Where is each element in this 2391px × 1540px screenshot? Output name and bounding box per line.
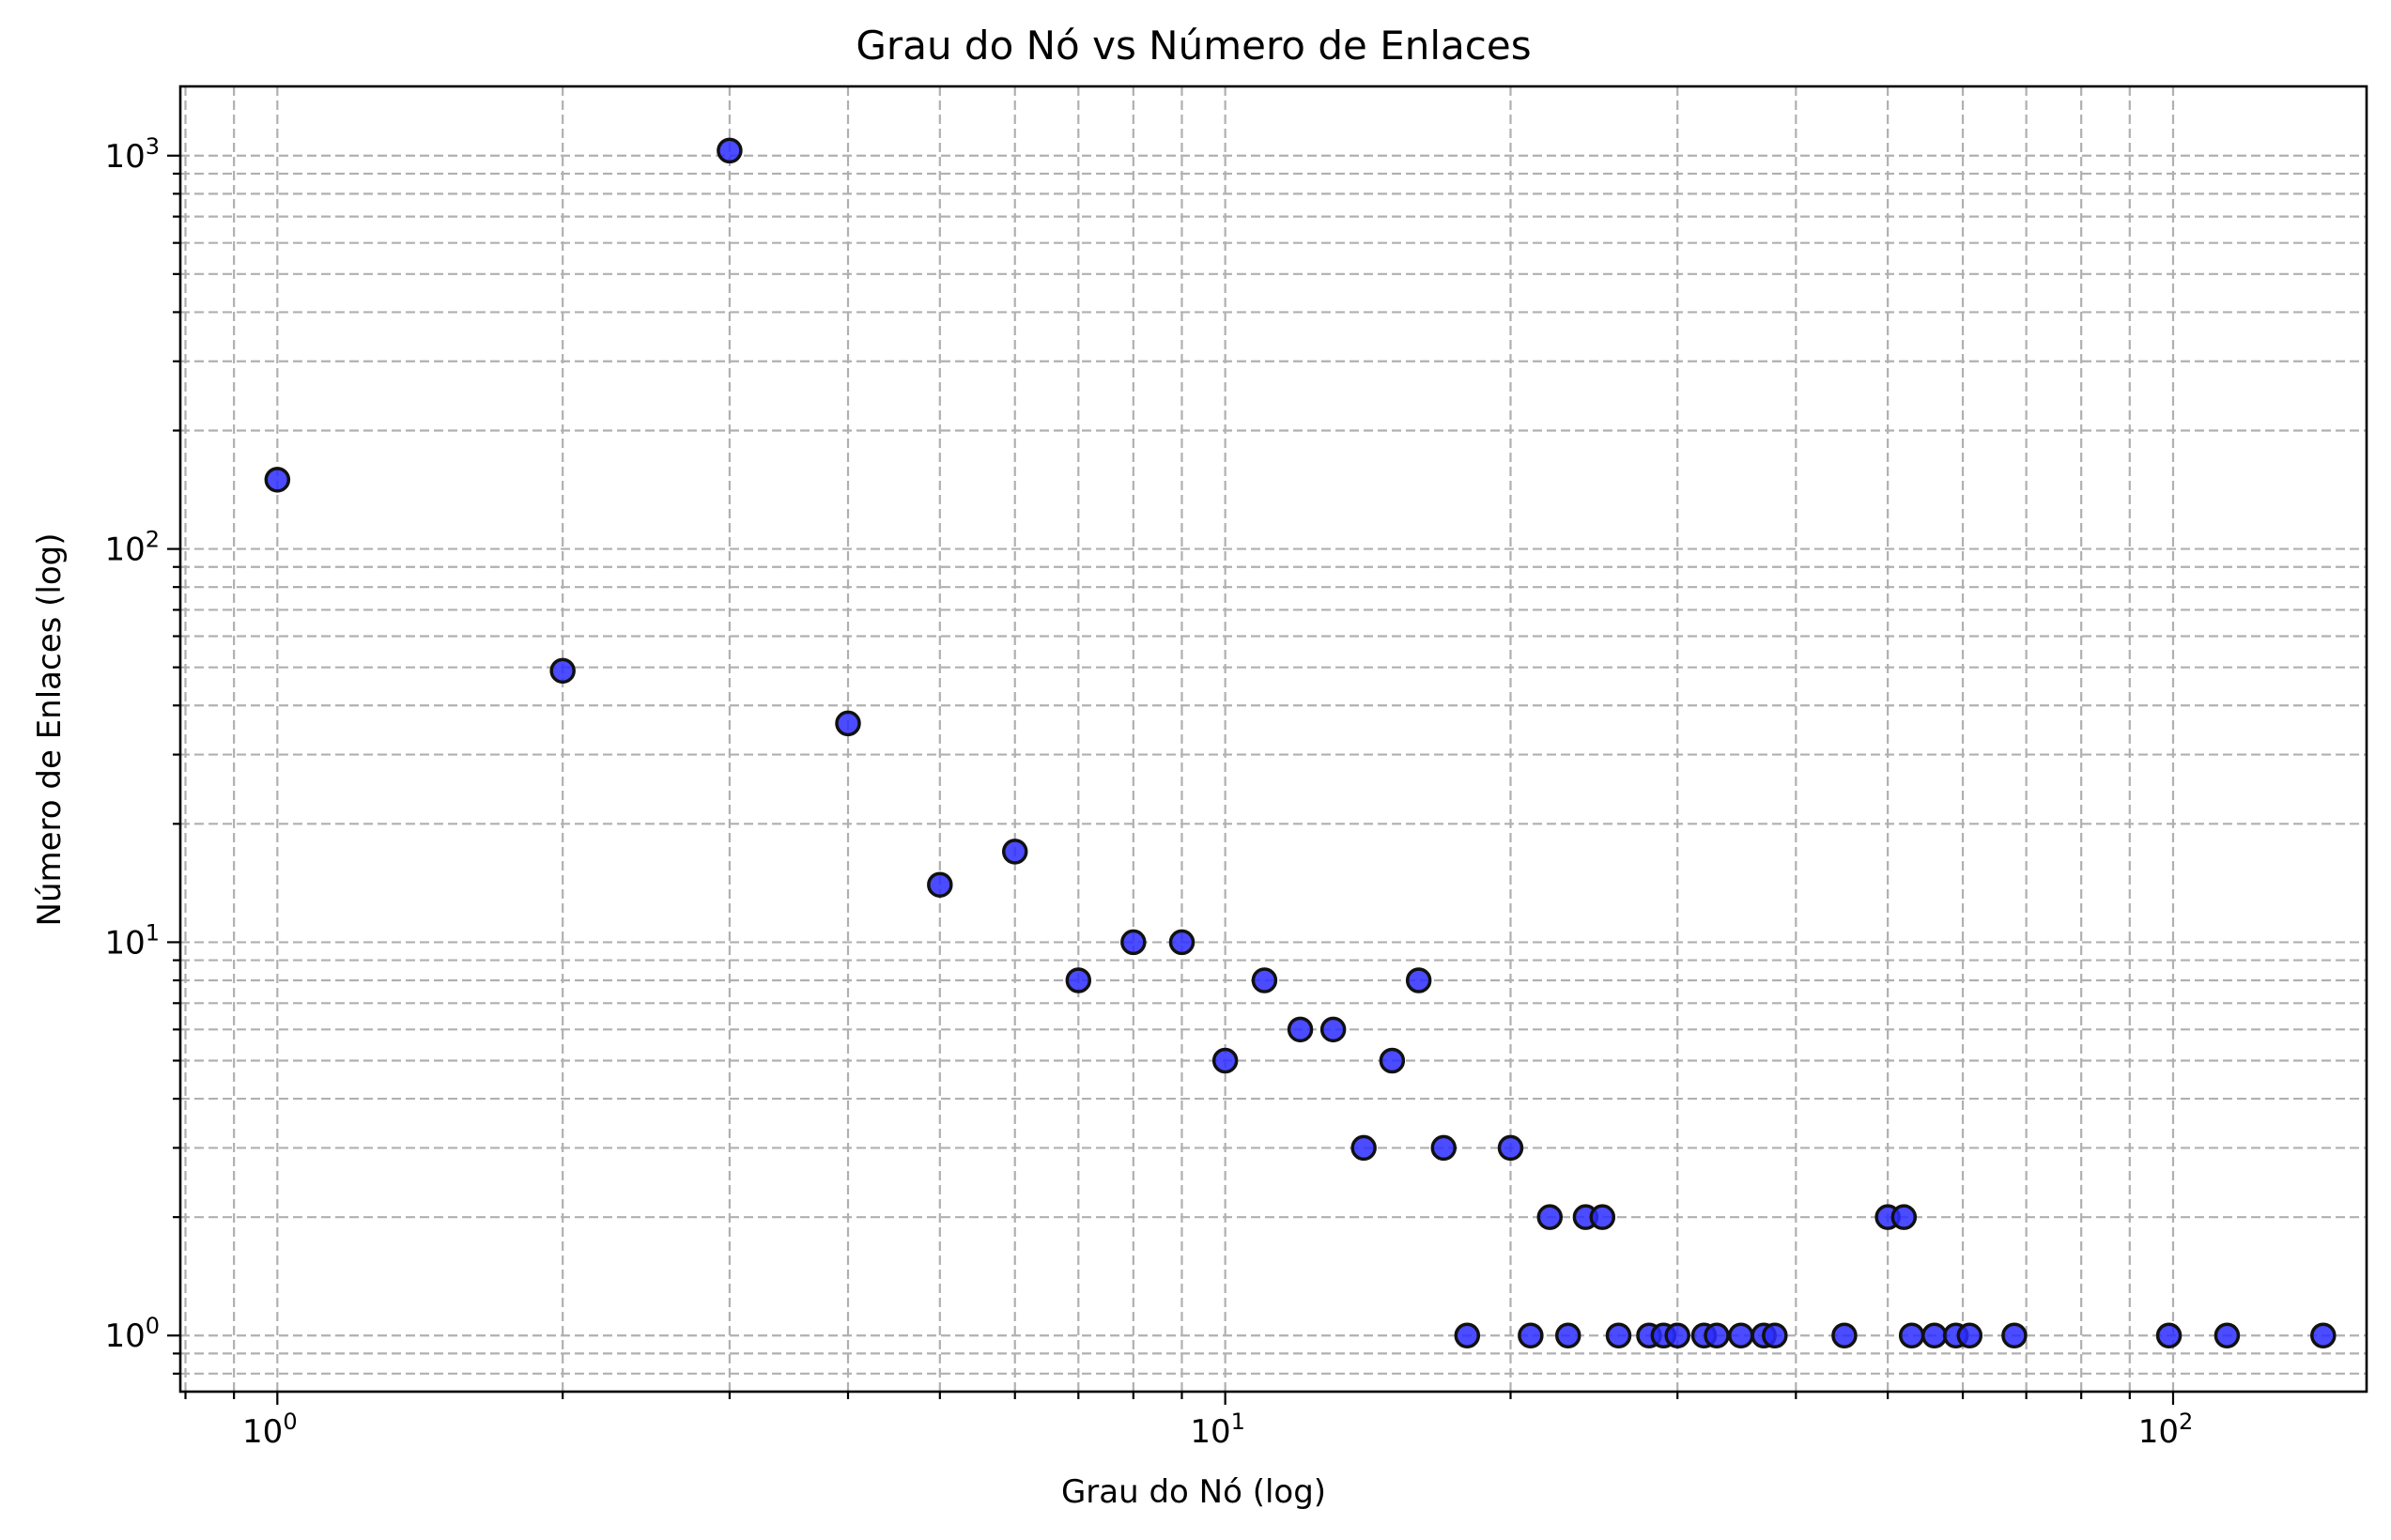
data-point [1536,1204,1564,1230]
data-point [1379,1047,1406,1074]
x-tick-label: 101 [1190,1409,1245,1451]
data-point [1921,1322,1948,1348]
data-point [2214,1322,2241,1348]
data-point [1211,1047,1239,1074]
data-point [835,710,861,737]
x-tick-label: 100 [242,1409,298,1451]
y-tick-labels: 100 101 102 103 [104,133,160,1355]
data-point [1497,1134,1524,1162]
data-point [1001,839,1028,865]
data-point [1168,929,1196,956]
chart-title: Grau do Nó vs Número de Enlaces [856,23,1531,69]
y-tick-label: 101 [104,919,160,962]
data-point [1664,1322,1690,1348]
data-point [1430,1134,1457,1162]
data-point [927,871,953,898]
data-point [1454,1322,1481,1348]
data-point [1956,1322,1983,1348]
x-tick-label: 102 [2138,1409,2194,1451]
data-point [1120,929,1147,956]
data-point [1605,1322,1632,1348]
data-point [1518,1322,1544,1348]
data-point [1890,1204,1918,1230]
plot-frame [178,85,2368,1394]
data-point [1287,1016,1314,1043]
y-tick-label: 102 [104,527,160,569]
x-axis-label: Grau do Nó (log) [1061,1473,1326,1511]
data-point [1065,967,1092,993]
data-point [1704,1322,1730,1348]
data-point [2155,1322,2183,1348]
y-tick-label: 103 [104,133,160,176]
data-point [264,467,291,493]
data-point [717,137,743,164]
data-point [1555,1322,1581,1348]
data-point [1762,1322,1788,1348]
data-point [1251,967,1278,993]
data-point [1350,1134,1377,1162]
y-tick-label: 100 [104,1313,160,1355]
data-point [1405,967,1432,993]
minor-ticks [173,172,2131,1399]
data-point [1898,1322,1925,1348]
data-point [549,657,576,685]
data-point [1728,1322,1754,1348]
y-axis-label: Número de Enlaces (log) [31,533,69,927]
data-point [1831,1322,1858,1348]
data-point [1319,1016,1347,1043]
x-tick-labels: 100 101 102 [242,1409,2193,1451]
data-point [1589,1204,1616,1230]
data-point [2310,1322,2337,1348]
data-point [2001,1322,2028,1348]
data-points [264,137,2337,1348]
major-ticks [167,154,2175,1405]
